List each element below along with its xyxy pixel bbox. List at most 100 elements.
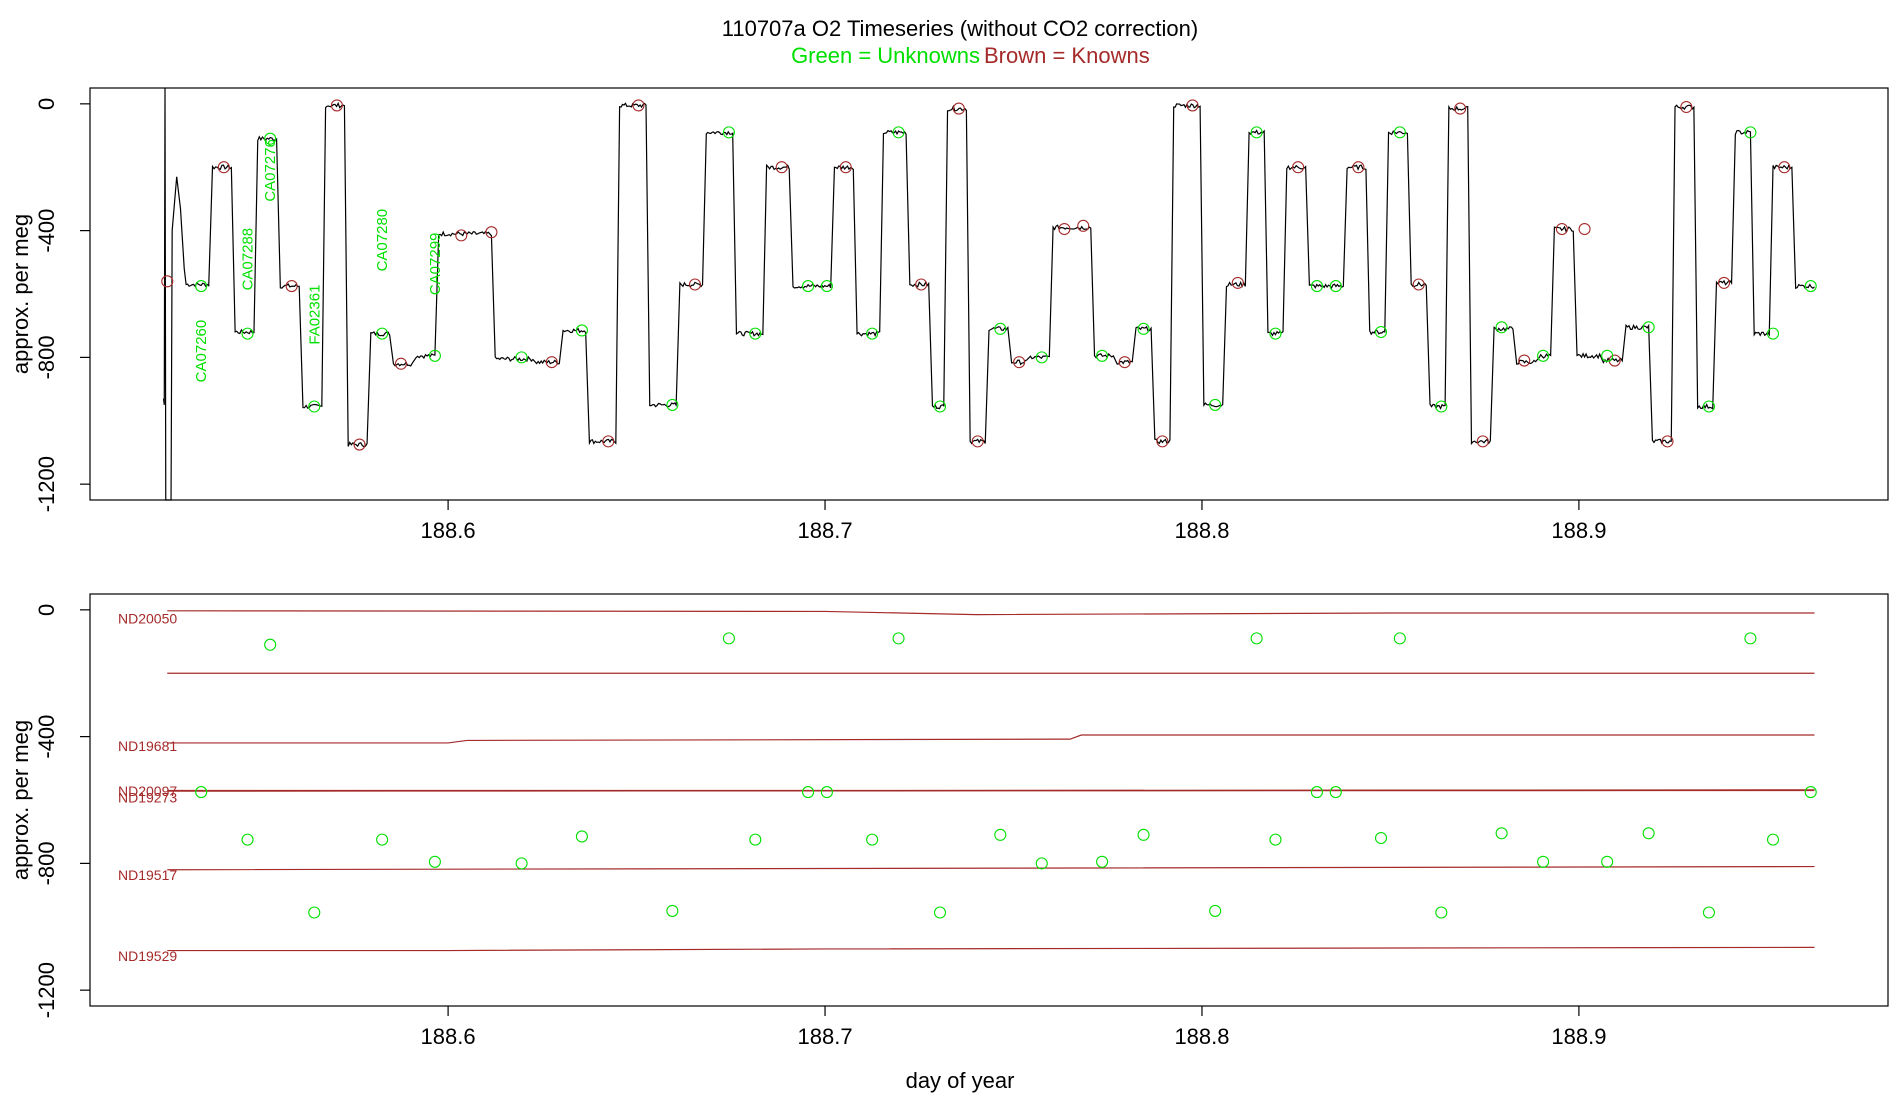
bottom-y-axis-label: approx. per meg bbox=[8, 720, 33, 880]
unknown-point bbox=[1310, 280, 1323, 293]
bottom-x-tick-label: 188.8 bbox=[1174, 1024, 1229, 1049]
bottom-y-tick-label: -800 bbox=[34, 841, 59, 885]
cylinder-annotation: CA07299 bbox=[427, 233, 444, 296]
top-x-tick-label: 188.9 bbox=[1551, 518, 1606, 543]
known-point bbox=[545, 356, 558, 369]
known-point bbox=[217, 161, 230, 174]
unknown-point bbox=[1269, 327, 1282, 340]
known-point bbox=[285, 280, 298, 293]
unknown-point bbox=[722, 632, 735, 645]
unknown-point bbox=[722, 126, 735, 139]
bottom-points bbox=[195, 632, 1817, 919]
unknown-point bbox=[1435, 906, 1448, 919]
unknown-point bbox=[264, 132, 277, 145]
top-y-tick-label: -400 bbox=[34, 209, 59, 253]
top-y-tick-label: 0 bbox=[34, 98, 59, 110]
known-point bbox=[353, 438, 366, 451]
unknown-point bbox=[1702, 906, 1716, 919]
known-standard-label: ND19529 bbox=[118, 948, 177, 964]
unknown-point bbox=[515, 857, 528, 870]
top-x-tick-label: 188.8 bbox=[1174, 518, 1229, 543]
unknown-point bbox=[428, 349, 441, 362]
known-point bbox=[971, 435, 984, 448]
chart-title: 110707a O2 Timeseries (without CO2 corre… bbox=[722, 16, 1198, 41]
unknown-point bbox=[1209, 904, 1222, 917]
top-points bbox=[161, 99, 1817, 451]
bottom-x-tick-label: 188.9 bbox=[1551, 1024, 1606, 1049]
unknown-point bbox=[1537, 349, 1550, 362]
unknown-point bbox=[264, 638, 277, 651]
unknown-point bbox=[1495, 827, 1508, 840]
known-point bbox=[1518, 354, 1531, 367]
unknown-point bbox=[866, 327, 879, 340]
cylinder-annotation: CA07276 bbox=[262, 139, 279, 202]
unknown-point bbox=[1642, 321, 1655, 334]
unknown-point bbox=[1374, 831, 1388, 845]
top-y-tick-label: -800 bbox=[34, 335, 59, 379]
unknown-point bbox=[241, 833, 254, 846]
known-standard-line bbox=[167, 946, 1815, 952]
bottom-x-axis-label: day of year bbox=[906, 1068, 1015, 1093]
known-standard-line bbox=[167, 789, 1815, 792]
unknown-point bbox=[1744, 126, 1757, 139]
known-standard-line bbox=[167, 610, 1815, 616]
known-point bbox=[1186, 99, 1199, 112]
known-standard-line bbox=[167, 865, 1815, 871]
unknown-point bbox=[1329, 786, 1342, 799]
cylinder-annotation: CA07280 bbox=[374, 209, 391, 272]
unknown-point bbox=[376, 833, 389, 846]
known-point bbox=[1717, 276, 1731, 289]
known-standard-label: ND20097 bbox=[118, 783, 177, 799]
unknown-point bbox=[575, 830, 588, 843]
known-point bbox=[330, 99, 343, 112]
unknown-point bbox=[1601, 349, 1614, 362]
unknown-point bbox=[1804, 280, 1817, 293]
top-panel: 188.6 188.7 188.8 188.9 0 -400 -800 -1200 CA072… bbox=[8, 87, 1889, 543]
known-point bbox=[1118, 356, 1131, 369]
known-point bbox=[775, 161, 788, 174]
unknown-point bbox=[1250, 632, 1263, 645]
unknown-point bbox=[933, 906, 947, 919]
known-point bbox=[1680, 100, 1693, 114]
bottom-plot-frame bbox=[89, 593, 1889, 1007]
unknown-point bbox=[802, 280, 815, 293]
unknown-point bbox=[994, 828, 1007, 841]
unknown-point bbox=[1096, 855, 1109, 868]
unknown-point bbox=[1329, 280, 1342, 293]
unknown-point bbox=[866, 833, 879, 846]
unknown-point bbox=[1766, 833, 1780, 846]
unknown-point bbox=[749, 327, 762, 340]
top-x-tick-label: 188.6 bbox=[421, 518, 476, 543]
unknown-point bbox=[933, 400, 947, 413]
known-standard-label: ND19681 bbox=[118, 738, 177, 754]
known-standard-line bbox=[167, 734, 1815, 744]
unknown-point bbox=[1804, 786, 1817, 799]
unknown-point bbox=[195, 280, 208, 293]
known-point bbox=[1454, 102, 1467, 115]
known-point bbox=[1661, 435, 1674, 448]
unknown-point bbox=[1269, 833, 1282, 846]
unknown-point bbox=[1702, 400, 1716, 413]
known-point bbox=[839, 161, 852, 174]
unknown-point bbox=[1209, 398, 1222, 411]
known-point bbox=[1555, 222, 1568, 236]
known-point bbox=[1578, 222, 1591, 236]
unknown-point bbox=[892, 632, 905, 645]
unknown-point bbox=[1035, 351, 1048, 364]
known-point bbox=[1231, 276, 1244, 289]
known-standard-label: ND20050 bbox=[118, 611, 177, 627]
known-standard-label: ND19273 bbox=[118, 789, 177, 805]
unknown-point bbox=[666, 904, 679, 917]
unknown-point bbox=[1393, 632, 1406, 645]
unknown-point bbox=[820, 280, 833, 293]
bottom-axes: 188.6 188.7 188.8 188.9 0 -400 -800 -1200 bbox=[34, 604, 1606, 1049]
known-point bbox=[1077, 219, 1090, 232]
known-point bbox=[632, 99, 645, 112]
unknown-point bbox=[820, 786, 833, 799]
known-point bbox=[602, 435, 615, 448]
legend-knowns: Brown = Knowns bbox=[984, 43, 1150, 68]
bottom-y-tick-label: -400 bbox=[34, 715, 59, 759]
known-point bbox=[485, 226, 498, 239]
known-point bbox=[1292, 161, 1305, 174]
